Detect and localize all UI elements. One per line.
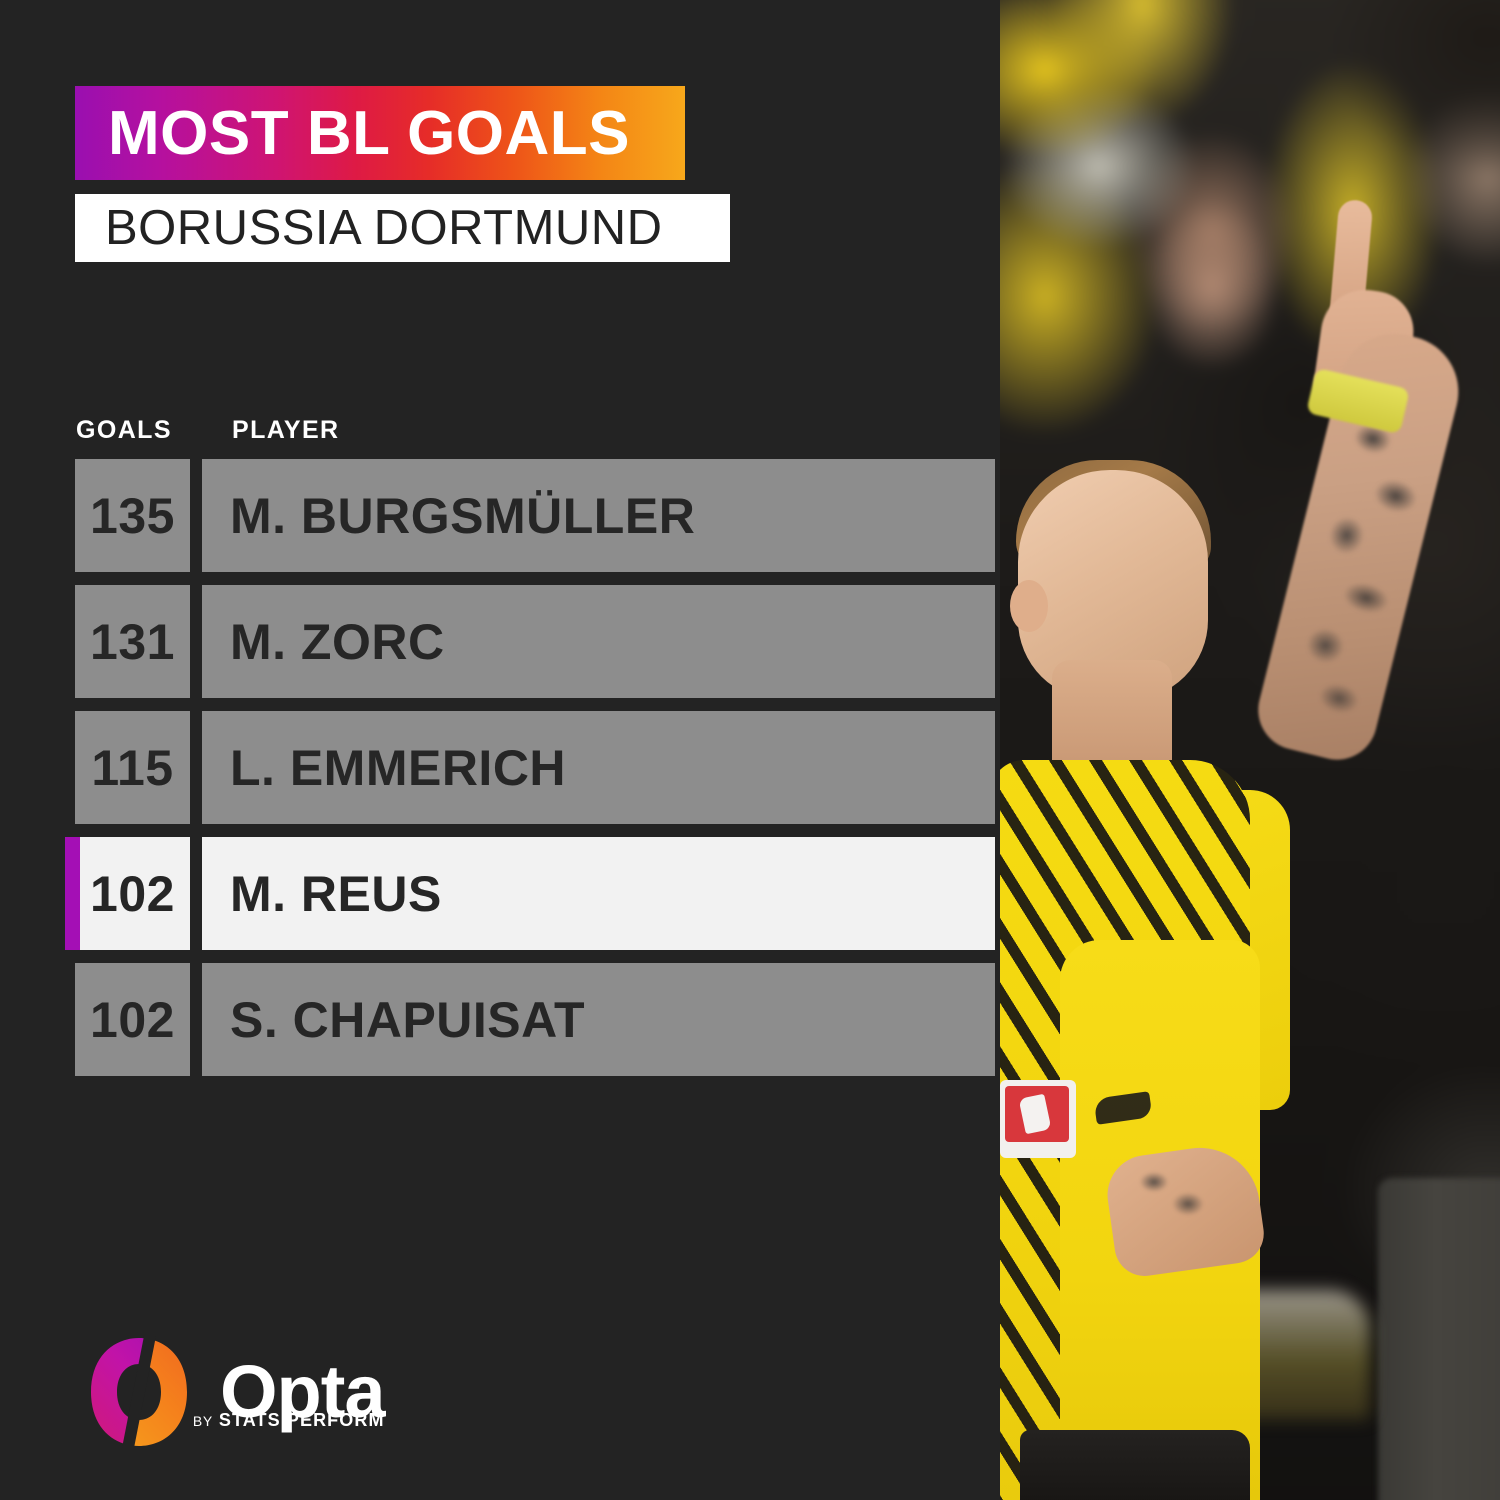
- player-name: L. EMMERICH: [230, 739, 567, 796]
- opta-wordmark: Opta BY STATS PERFORM: [193, 1349, 386, 1433]
- goals-value: 102: [90, 865, 175, 922]
- player-photo: [1000, 0, 1500, 1500]
- title-banner: MOST BL GOALS: [75, 86, 685, 180]
- goals-value: 102: [90, 991, 175, 1048]
- opta-logo: Opta BY STATS PERFORM: [88, 1336, 386, 1448]
- page-title: MOST BL GOALS: [108, 98, 631, 168]
- table-row[interactable]: 115 L. EMMERICH: [75, 711, 995, 824]
- player-name: M. ZORC: [230, 613, 445, 670]
- byline-provider: STATS PERFORM: [218, 1410, 385, 1431]
- column-header-goals: GOALS: [76, 416, 172, 444]
- opta-ring-icon: [91, 1336, 187, 1448]
- opta-mark-icon: [88, 1336, 190, 1448]
- player-name: S. CHAPUISAT: [230, 991, 586, 1048]
- cell-player: L. EMMERICH: [202, 711, 995, 824]
- leaderboard-table: 135 M. BURGSMÜLLER 131 M. ZORC 115 L. EM…: [65, 459, 995, 1089]
- player-name: M. BURGSMÜLLER: [230, 487, 696, 544]
- opta-name: Opta: [220, 1349, 386, 1433]
- goals-value: 131: [90, 613, 175, 670]
- page-subtitle: BORUSSIA DORTMUND: [105, 201, 663, 255]
- cell-player: M. ZORC: [202, 585, 995, 698]
- column-header-player: PLAYER: [232, 416, 340, 444]
- byline-by: BY: [192, 1413, 213, 1430]
- cell-goals: 131: [75, 585, 190, 698]
- cell-player: M. BURGSMÜLLER: [202, 459, 995, 572]
- goals-value: 135: [90, 487, 175, 544]
- cell-player: M. REUS: [202, 837, 995, 950]
- table-row-highlighted[interactable]: 102 M. REUS: [65, 837, 995, 950]
- forearm-tattoo: [1130, 1160, 1220, 1230]
- player-shorts: [1020, 1430, 1250, 1500]
- opta-byline: BY STATS PERFORM: [193, 1410, 385, 1431]
- table-row[interactable]: 131 M. ZORC: [75, 585, 995, 698]
- row-accent-bar: [65, 837, 80, 950]
- table-row[interactable]: 135 M. BURGSMÜLLER: [75, 459, 995, 572]
- goals-value: 115: [91, 739, 174, 796]
- subtitle-banner: BORUSSIA DORTMUND: [75, 194, 730, 262]
- cell-goals: 135: [75, 459, 190, 572]
- cell-goals: 102: [75, 963, 190, 1076]
- table-row[interactable]: 102 S. CHAPUISAT: [75, 963, 995, 1076]
- cell-goals: 102: [75, 837, 190, 950]
- player-ear: [1010, 580, 1048, 632]
- stadium-barrier: [1378, 1178, 1500, 1500]
- cell-goals: 115: [75, 711, 190, 824]
- player-name: M. REUS: [230, 865, 442, 922]
- cell-player: S. CHAPUISAT: [202, 963, 995, 1076]
